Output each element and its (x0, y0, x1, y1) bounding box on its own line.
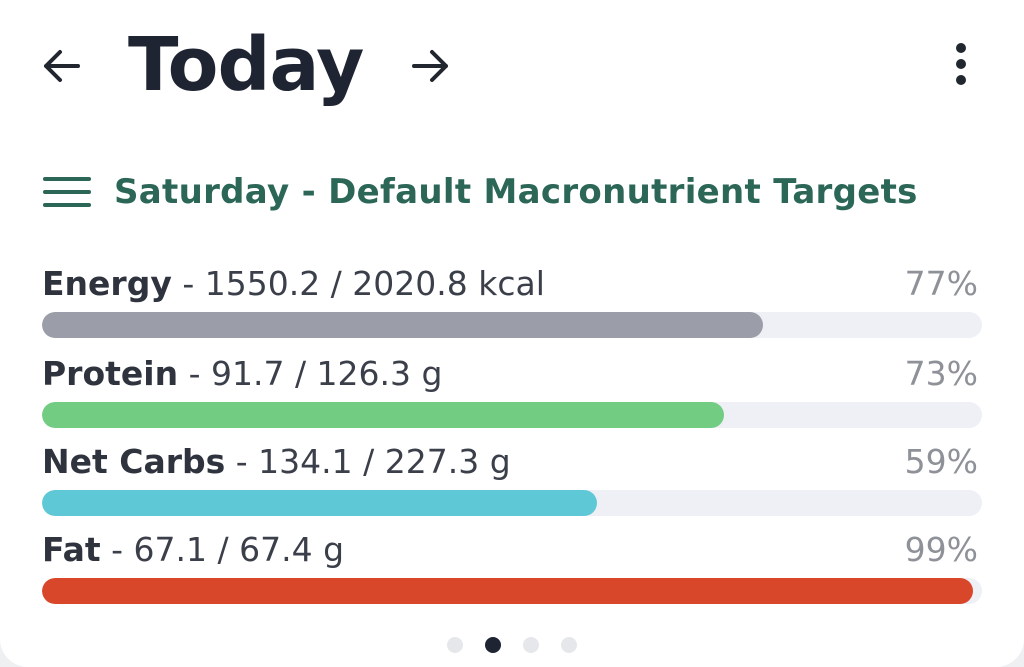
progress-track (42, 578, 982, 604)
progress-fill (42, 402, 725, 428)
progress-track (42, 490, 982, 516)
progress-track (42, 402, 982, 428)
macro-label: Protein - 91.7 / 126.3 g (42, 352, 442, 396)
macro-amount: - 91.7 / 126.3 g (178, 354, 443, 393)
page-dot[interactable] (447, 637, 463, 653)
page-dot[interactable] (523, 637, 539, 653)
page-indicator (0, 632, 1024, 658)
macro-name: Energy (42, 264, 172, 303)
macro-name: Net Carbs (42, 442, 226, 481)
macro-row: Fat - 67.1 / 67.4 g 99% (42, 528, 982, 608)
arrow-right-icon[interactable] (404, 40, 456, 92)
macro-name: Protein (42, 354, 179, 393)
page-title: Today (128, 22, 364, 108)
macro-row: Net Carbs - 134.1 / 227.3 g 59% (42, 440, 982, 520)
macro-percent: 77% (904, 264, 978, 303)
macro-amount: - 134.1 / 227.3 g (225, 442, 511, 481)
menu-icon[interactable] (42, 175, 92, 209)
macro-amount: - 1550.2 / 2020.8 kcal (171, 264, 545, 303)
targets-label: Saturday - Default Macronutrient Targets (114, 172, 918, 212)
macro-percent: 59% (904, 442, 978, 481)
more-vertical-icon[interactable] (936, 38, 986, 90)
macro-percent: 99% (904, 530, 978, 569)
header: Today (0, 0, 1024, 130)
page-dot[interactable] (485, 637, 501, 653)
macro-row: Protein - 91.7 / 126.3 g 73% (42, 352, 982, 432)
macro-percent: 73% (904, 354, 978, 393)
macro-label: Fat - 67.1 / 67.4 g (42, 528, 344, 572)
macro-name: Fat (42, 530, 101, 569)
arrow-left-icon[interactable] (36, 40, 88, 92)
progress-fill (42, 578, 973, 604)
macro-label: Energy - 1550.2 / 2020.8 kcal (42, 262, 545, 306)
macro-row: Energy - 1550.2 / 2020.8 kcal 77% (42, 262, 982, 342)
progress-fill (42, 490, 597, 516)
page-dot[interactable] (561, 637, 577, 653)
progress-track (42, 312, 982, 338)
targets-header[interactable]: Saturday - Default Macronutrient Targets (42, 164, 918, 220)
macro-amount: - 67.1 / 67.4 g (100, 530, 345, 569)
progress-fill (42, 312, 763, 338)
macro-label: Net Carbs - 134.1 / 227.3 g (42, 440, 511, 484)
